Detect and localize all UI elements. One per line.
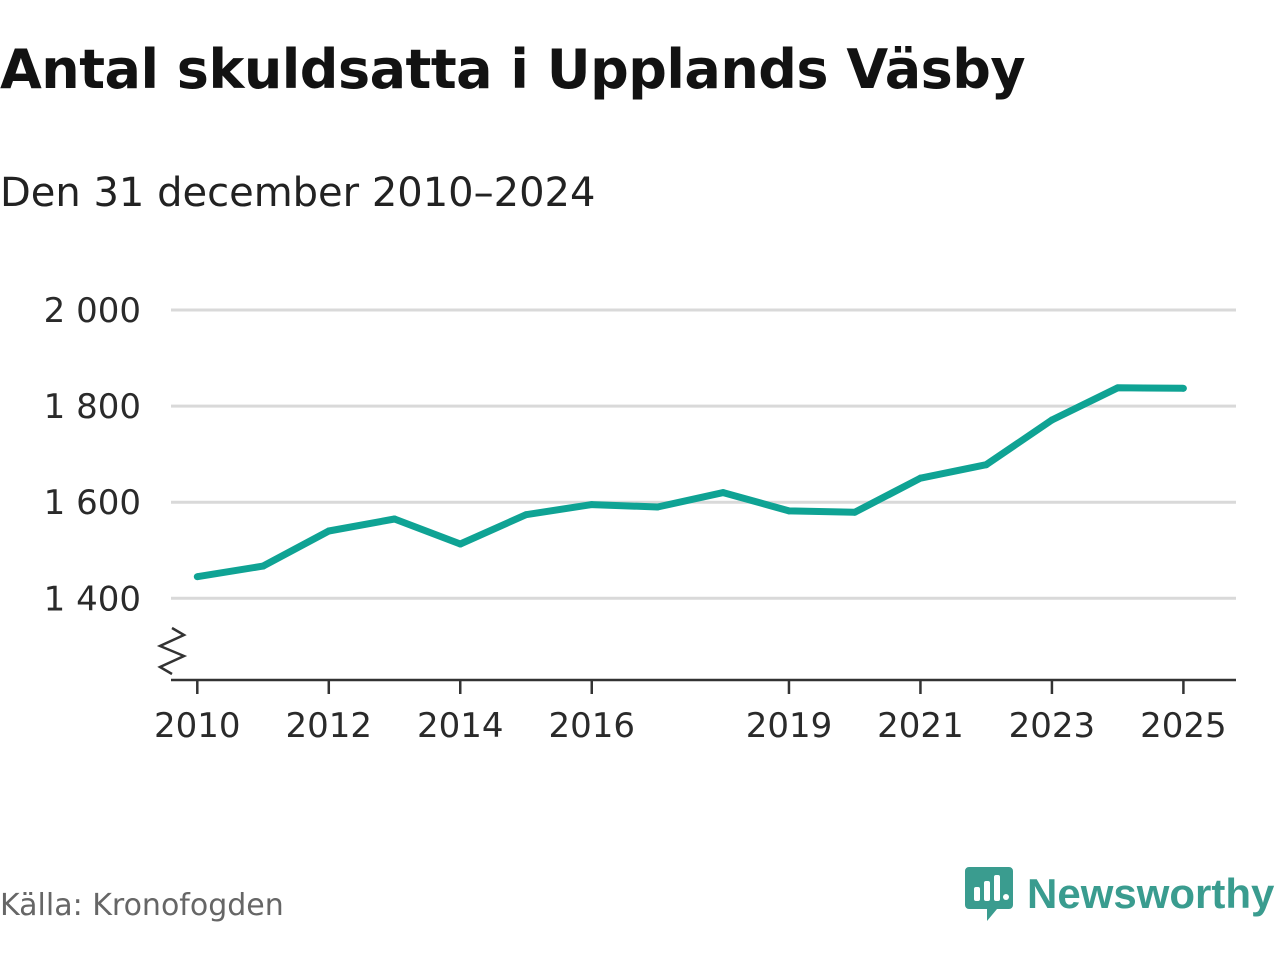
- chart-title: Antal skuldsatta i Upplands Väsby: [0, 38, 1026, 101]
- x-axis-labels: 2010 2012 2014 2016 2019 2021 2023 2025: [154, 706, 1227, 746]
- data-point: [1114, 384, 1122, 392]
- data-point: [456, 540, 464, 548]
- y-tick-label: 1 600: [44, 483, 141, 523]
- newsworthy-logo-icon: [965, 867, 1013, 921]
- x-tick-label: 2019: [746, 706, 833, 746]
- x-axis: [156, 626, 1236, 694]
- data-point: [982, 461, 990, 469]
- x-tick-label: 2014: [417, 706, 504, 746]
- x-tick-label: 2023: [1009, 706, 1096, 746]
- data-point: [325, 527, 333, 535]
- chart-subtitle: Den 31 december 2010–2024: [0, 170, 596, 216]
- data-point: [916, 474, 924, 482]
- data-point: [653, 503, 661, 511]
- data-point: [1179, 384, 1187, 392]
- x-tick-label: 2012: [286, 706, 373, 746]
- data-point: [588, 501, 596, 509]
- x-tick-label: 2021: [877, 706, 964, 746]
- data-point: [851, 508, 859, 516]
- data-point: [785, 507, 793, 515]
- brand-name: Newsworthy: [1027, 870, 1275, 917]
- y-tick-label: 1 800: [44, 387, 141, 427]
- gridlines: [171, 308, 1236, 600]
- data-point: [1048, 416, 1056, 424]
- y-axis-labels: 1 400 1 600 1 800 2 000: [44, 291, 141, 619]
- source-note: Källa: Kronofogden: [0, 888, 284, 923]
- series-line: [196, 384, 1184, 581]
- x-tick-label: 2010: [154, 706, 241, 746]
- data-series: [193, 384, 1187, 581]
- brand-logo: Newsworthy: [963, 862, 1274, 926]
- axis-break-icon: [156, 626, 188, 676]
- y-tick-label: 1 400: [44, 579, 141, 619]
- x-tick-label: 2016: [548, 706, 635, 746]
- y-tick-label: 2 000: [44, 291, 141, 331]
- data-point: [193, 573, 201, 581]
- x-tick-label: 2025: [1140, 706, 1227, 746]
- data-point: [391, 515, 399, 523]
- data-point: [719, 489, 727, 497]
- data-point: [259, 562, 267, 570]
- data-point: [522, 511, 530, 519]
